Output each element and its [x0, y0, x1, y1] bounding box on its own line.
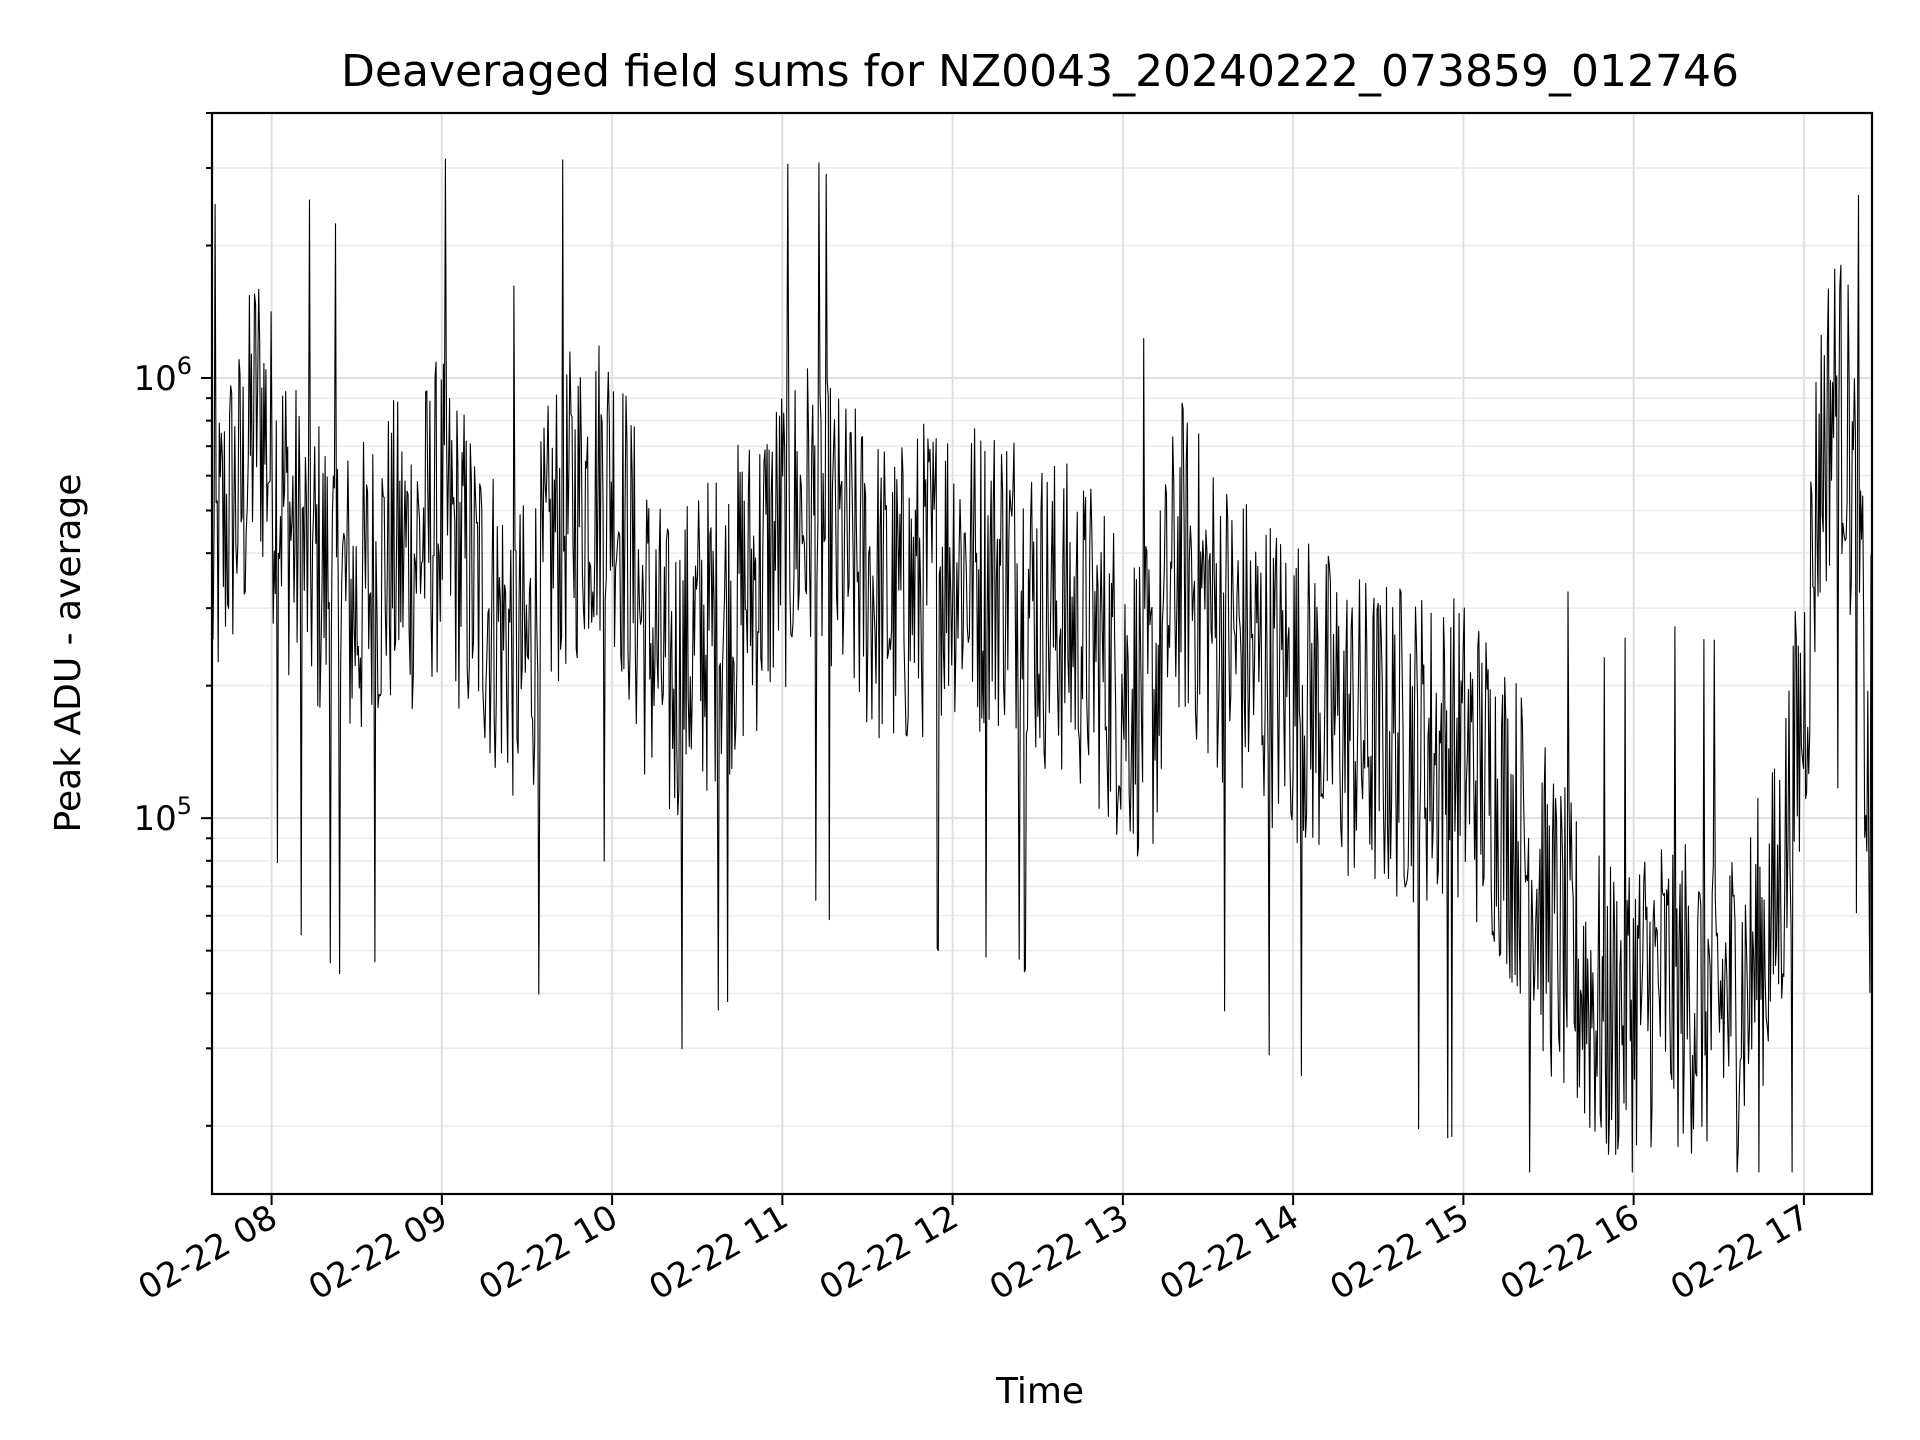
x-tick-label: 02-22 11 — [642, 1197, 794, 1308]
y-tick-label: 106 — [133, 352, 192, 399]
x-tick-labels: 02-22 08 02-22 09 02-22 10 02-22 11 02-22 12… — [132, 1197, 1817, 1308]
axis-ticks — [201, 112, 1805, 1205]
y-tick-label: 105 — [133, 792, 192, 839]
plot-frame — [210, 111, 1874, 1196]
x-tick-label: 02-22 10 — [472, 1197, 624, 1308]
y-tick-labels: 105 106 — [133, 352, 192, 839]
x-tick-label: 02-22 16 — [1494, 1197, 1646, 1308]
x-tick-label: 02-22 08 — [132, 1197, 284, 1308]
data-series-line — [211, 158, 1873, 1173]
x-axis-label: Time — [995, 1371, 1084, 1412]
x-tick-label: 02-22 14 — [1153, 1197, 1305, 1308]
x-tick-label: 02-22 17 — [1664, 1197, 1816, 1308]
x-tick-label: 02-22 09 — [302, 1197, 454, 1308]
x-tick-label: 02-22 15 — [1323, 1197, 1475, 1308]
x-tick-label: 02-22 13 — [983, 1197, 1135, 1308]
y-axis-label: Peak ADU - average — [48, 474, 89, 833]
chart-title: Deaveraged field sums for NZ0043_2024022… — [341, 46, 1739, 97]
x-tick-label: 02-22 12 — [813, 1197, 965, 1308]
